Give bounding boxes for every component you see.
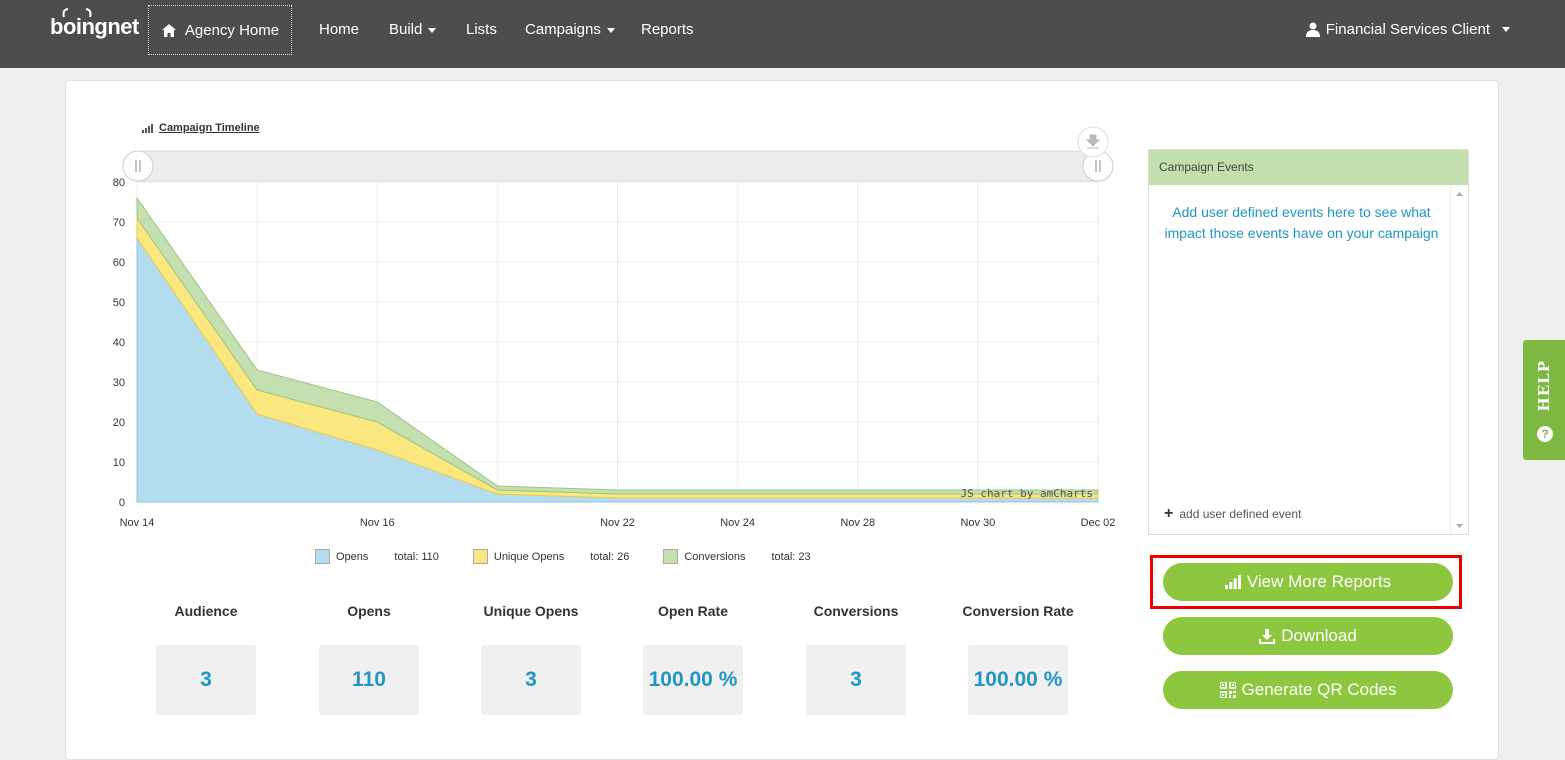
campaign-events-header: Campaign Events [1149, 150, 1468, 185]
legend-swatch-unique-opens[interactable] [472, 549, 488, 564]
bar-chart-icon [142, 123, 153, 133]
nav-build[interactable]: Build [389, 21, 437, 38]
logo-antenna-icon [62, 8, 92, 18]
y-tick-label: 40 [113, 337, 125, 349]
top-navbar: boingnet Agency Home Home Build Lists Ca… [0, 0, 1565, 68]
y-axis: 0 10 20 30 40 50 60 70 80 [113, 177, 125, 509]
download-button[interactable]: Download [1163, 617, 1453, 655]
stats-summary: Audience 3 Opens 110 Unique Opens 3 Open… [125, 603, 1100, 723]
campaign-events-panel: Campaign Events Add user defined events … [1148, 149, 1469, 535]
nav-build-label: Build [389, 21, 423, 38]
help-tab[interactable]: HELP ? [1523, 340, 1565, 460]
y-tick-label: 30 [113, 377, 125, 389]
legend-total-opens: total: 110 [394, 550, 439, 563]
add-event-link[interactable]: + add user defined event [1164, 505, 1301, 523]
chart-credit[interactable]: JS chart by amCharts [961, 487, 1093, 500]
stat-value: 3 [806, 645, 906, 715]
download-label: Download [1281, 626, 1357, 645]
y-tick-label: 20 [113, 417, 125, 429]
stat-label: Opens [347, 603, 391, 619]
legend-total-conversions: total: 23 [771, 550, 811, 563]
help-label: HELP [1535, 360, 1553, 412]
chart-legend: Opens total: 110 Unique Opens total: 26 … [315, 549, 845, 564]
generate-qr-codes-button[interactable]: Generate QR Codes [1163, 671, 1453, 709]
nav-campaigns-label: Campaigns [525, 21, 601, 38]
view-more-reports-label: View More Reports [1246, 572, 1392, 591]
agency-home-label: Agency Home [184, 21, 280, 39]
add-event-label: add user defined event [1179, 507, 1302, 521]
y-tick-label: 80 [113, 177, 125, 189]
x-tick-label: Nov 30 [960, 517, 995, 529]
user-menu[interactable]: Financial Services Client [1305, 21, 1510, 38]
view-more-reports-button[interactable]: View More Reports [1163, 563, 1453, 601]
plus-icon: + [1164, 505, 1174, 522]
y-tick-label: 60 [113, 257, 125, 269]
agency-home-link[interactable]: Agency Home [148, 5, 292, 55]
chart-areas [136, 196, 1099, 503]
chart-export-button[interactable] [1077, 126, 1109, 158]
nav-lists[interactable]: Lists [466, 21, 497, 38]
home-icon [161, 23, 176, 37]
stat-label: Audience [174, 603, 238, 619]
chart-scrollbar[interactable] [136, 150, 1099, 182]
question-icon: ? [1537, 426, 1553, 442]
legend-swatch-opens[interactable] [315, 549, 330, 564]
stat-value: 100.00 % [643, 645, 743, 715]
events-scrollbar[interactable] [1450, 186, 1468, 534]
chart-title: Campaign Timeline [159, 122, 260, 134]
generate-qr-codes-label: Generate QR Codes [1241, 680, 1397, 699]
x-tick-label: Nov 28 [840, 517, 875, 529]
x-tick-label: Nov 22 [600, 517, 635, 529]
nav-campaigns[interactable]: Campaigns [525, 21, 615, 38]
stat-opens: Opens 110 [288, 603, 450, 715]
stat-unique-opens: Unique Opens 3 [450, 603, 612, 715]
x-tick-label: Nov 16 [360, 517, 395, 529]
stat-label: Unique Opens [483, 603, 579, 619]
download-icon [1259, 629, 1276, 644]
nav-reports[interactable]: Reports [641, 21, 694, 38]
stat-open-rate: Open Rate 100.00 % [612, 603, 774, 715]
highlight-box [1150, 555, 1462, 609]
x-axis: Nov 14 Nov 16 Nov 22 Nov 24 Nov 28 Nov 30 Dec … [120, 517, 1116, 529]
y-tick-label: 70 [113, 217, 125, 229]
chevron-down-icon [1502, 27, 1510, 32]
stat-value: 3 [481, 645, 581, 715]
scroll-handle-left[interactable] [122, 150, 154, 182]
stat-label: Open Rate [657, 603, 728, 619]
chevron-down-icon [428, 27, 437, 33]
stat-value: 100.00 % [968, 645, 1068, 715]
legend-swatch-conversions[interactable] [663, 549, 679, 564]
user-menu-label: Financial Services Client [1325, 21, 1490, 38]
chevron-down-icon [606, 27, 615, 33]
campaign-events-message: Add user defined events here to see what… [1164, 204, 1439, 241]
stat-conversions: Conversions 3 [775, 603, 937, 715]
y-tick-label: 0 [119, 497, 125, 509]
brand-logo[interactable]: boingnet [50, 8, 139, 40]
user-icon [1305, 22, 1320, 37]
legend-label-unique-opens[interactable]: Unique Opens [493, 550, 565, 563]
x-tick-label: Nov 14 [120, 517, 155, 529]
x-tick-label: Nov 24 [720, 517, 755, 529]
logo-text: boingnet [50, 14, 139, 39]
stat-value: 110 [319, 645, 419, 715]
qr-code-icon [1219, 682, 1236, 698]
chart-title-link[interactable]: Campaign Timeline [142, 122, 260, 134]
area-series-conversions[interactable] [136, 196, 1099, 495]
y-tick-label: 50 [113, 297, 125, 309]
x-tick-label: Dec 02 [1081, 517, 1116, 529]
scrollbar-arrows-icon [1456, 192, 1463, 528]
legend-total-unique-opens: total: 26 [590, 550, 630, 563]
legend-label-opens[interactable]: Opens [336, 550, 369, 563]
stat-label: Conversions [813, 603, 899, 619]
y-tick-label: 10 [113, 457, 125, 469]
stat-value: 3 [156, 645, 256, 715]
stat-conversion-rate: Conversion Rate 100.00 % [937, 603, 1099, 715]
nav-home[interactable]: Home [319, 21, 360, 38]
stat-label: Conversion Rate [962, 603, 1074, 619]
legend-label-conversions[interactable]: Conversions [684, 550, 746, 563]
download-icon [1085, 134, 1101, 149]
signal-bars-icon [1224, 575, 1241, 589]
stat-audience: Audience 3 [125, 603, 287, 715]
